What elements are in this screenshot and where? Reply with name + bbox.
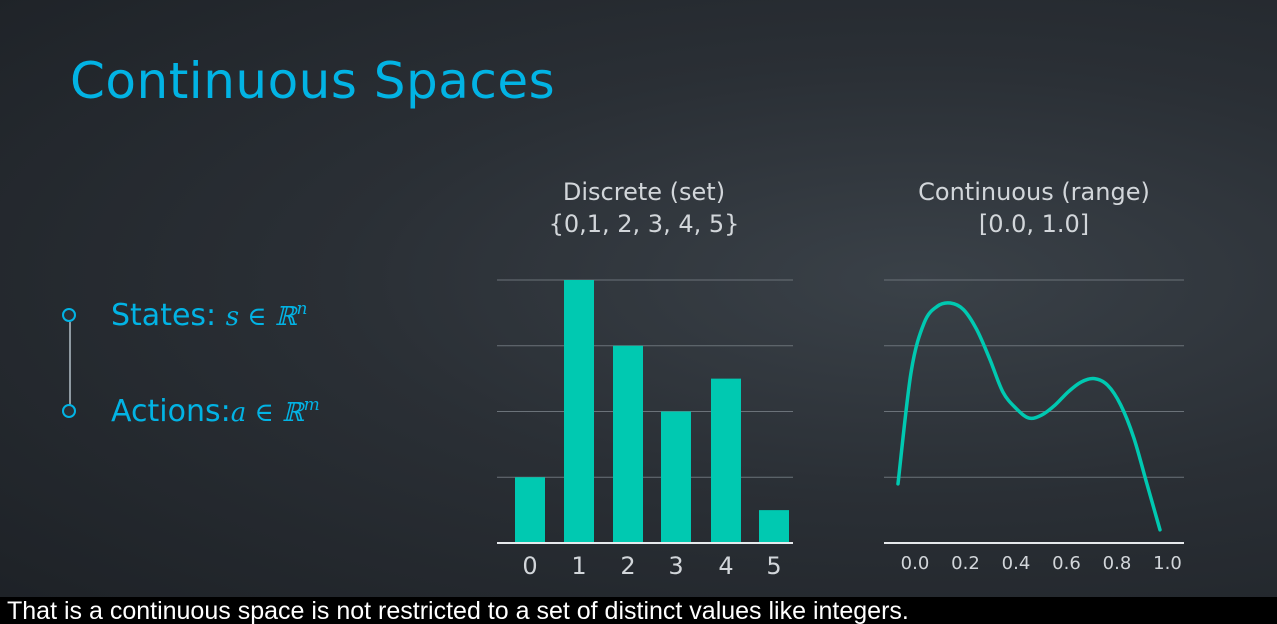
continuous-x-tick-label: 0.6 [1052,553,1081,574]
discrete-x-tick-label: 0 [522,552,537,580]
bullet-connector-line [69,322,71,406]
discrete-chart-heading: Discrete (set) {0,1, 2, 3, 4, 5} [494,176,794,240]
bullet-actions: Actions:a ∈ ℝm [111,394,320,429]
discrete-bar [613,345,643,543]
continuous-x-tick-label: 0.0 [901,553,930,574]
bullet-states-math: s ∈ ℝ [225,302,297,332]
continuous-curve [896,301,1162,532]
bullet-actions-math: a ∈ ℝ [230,398,304,428]
bullet-circle-icon [62,308,76,322]
bullet-circle-icon [62,404,76,418]
bullet-states: States: s ∈ ℝn [111,298,307,333]
bullet-list: States: s ∈ ℝn Actions:a ∈ ℝm [0,0,460,622]
continuous-chart-subtitle: [0.0, 1.0] [978,210,1090,238]
bullet-actions-exponent: m [303,395,320,415]
discrete-chart-subtitle: {0,1, 2, 3, 4, 5} [548,210,740,238]
subtitle-caption: That is a continuous space is not restri… [0,597,1277,624]
discrete-x-tick-label: 2 [620,552,635,580]
discrete-x-tick-label: 1 [571,552,586,580]
discrete-bar [711,378,741,543]
discrete-chart-title: Discrete (set) [562,178,726,206]
continuous-x-tick-label: 1.0 [1153,553,1182,574]
discrete-bar [759,510,789,543]
discrete-x-tick-label: 4 [718,552,733,580]
continuous-chart-heading: Continuous (range) [0.0, 1.0] [884,176,1184,240]
continuous-x-tick-label: 0.4 [1002,553,1031,574]
continuous-x-tick-label: 0.2 [951,553,980,574]
discrete-x-tick-label: 3 [668,552,683,580]
discrete-x-tick-label: 5 [766,552,781,580]
bullet-actions-label: Actions: [111,394,231,429]
bullet-states-exponent: n [296,299,308,319]
continuous-chart-title: Continuous (range) [918,178,1150,206]
discrete-bar [515,477,545,543]
discrete-bar [661,411,691,543]
slide-title: Continuous Spaces [70,52,556,110]
discrete-bar [564,280,594,543]
continuous-x-tick-label: 0.8 [1103,553,1132,574]
bullet-states-label: States: [111,298,217,333]
